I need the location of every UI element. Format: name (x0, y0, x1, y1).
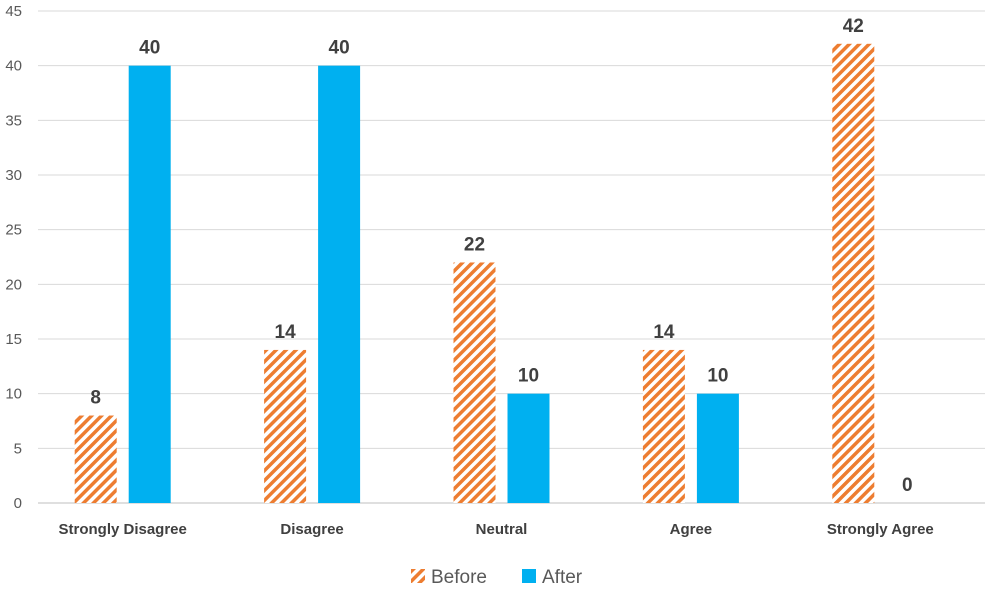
bar-before (642, 349, 685, 503)
data-label: 14 (653, 322, 675, 343)
y-tick-label: 25 (5, 222, 22, 239)
x-category-label: Agree (670, 521, 713, 538)
data-label: 10 (518, 366, 539, 387)
y-tick-label: 10 (5, 386, 22, 403)
y-tick-label: 15 (5, 331, 22, 348)
legend-swatch-after (522, 569, 536, 583)
y-tick-label: 40 (5, 58, 22, 75)
data-label: 10 (707, 366, 728, 387)
legend-label-after: After (542, 567, 583, 588)
data-label: 40 (329, 38, 350, 59)
x-axis-categories: Strongly Disagree Disagree Neutral Agree Str… (59, 521, 934, 538)
gridlines (38, 10, 985, 504)
bar-after (507, 393, 550, 503)
y-tick-label: 30 (5, 167, 22, 184)
data-label: 8 (90, 388, 101, 409)
y-tick-label: 0 (14, 495, 22, 512)
y-tick-label: 35 (5, 112, 22, 129)
y-tick-label: 5 (14, 440, 22, 457)
bar-after (696, 393, 739, 503)
x-category-label: Strongly Agree (827, 521, 934, 538)
y-axis-ticks: 0 5 10 15 20 25 30 35 40 45 (5, 3, 22, 512)
data-label: 14 (275, 322, 297, 343)
bar-before (74, 415, 117, 503)
y-tick-label: 20 (5, 276, 22, 293)
bars (74, 43, 875, 504)
x-category-label: Neutral (476, 521, 528, 538)
data-labels: 8 40 14 40 22 10 14 10 42 0 (90, 16, 912, 496)
y-tick-label: 45 (5, 3, 22, 20)
bar-before (453, 262, 496, 503)
data-label: 0 (902, 475, 913, 496)
x-category-label: Strongly Disagree (59, 521, 187, 538)
bar-before (832, 43, 875, 504)
data-label: 40 (139, 38, 160, 59)
data-label: 42 (843, 16, 864, 37)
legend: Before After (411, 567, 583, 588)
bar-before (264, 349, 307, 503)
data-label: 22 (464, 234, 485, 255)
bar-after (128, 65, 171, 504)
x-category-label: Disagree (280, 521, 343, 538)
bar-after (318, 65, 361, 504)
legend-label-before: Before (431, 567, 487, 588)
legend-swatch-before (411, 569, 425, 583)
